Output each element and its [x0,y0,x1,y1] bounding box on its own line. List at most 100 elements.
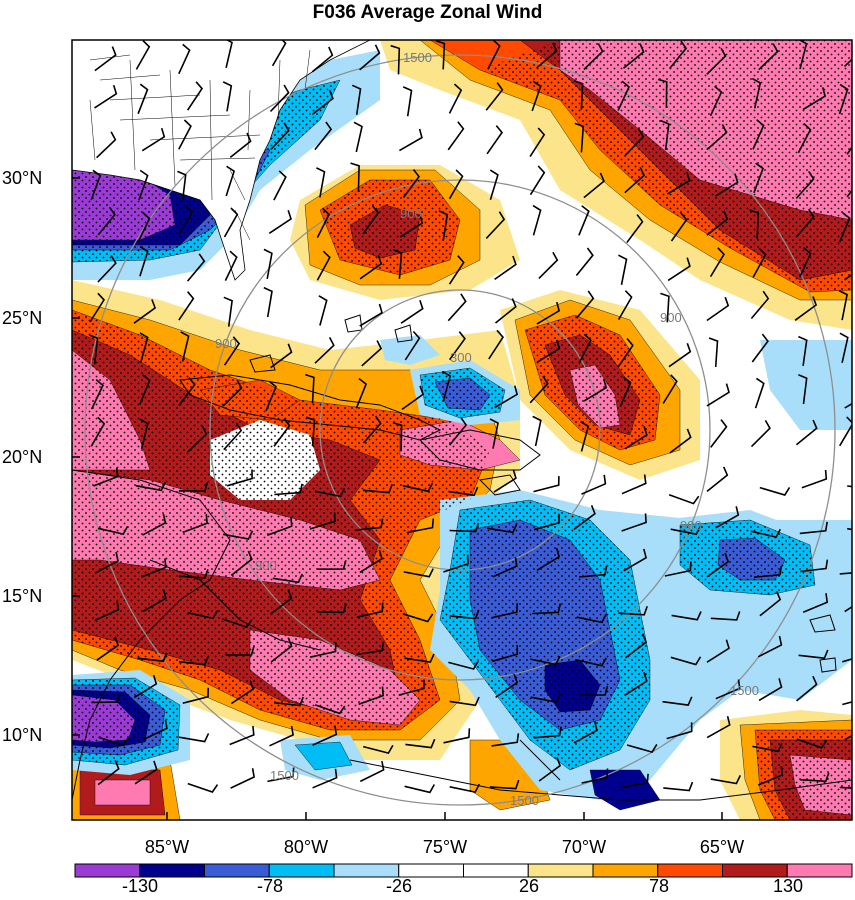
lat-label-25n: 25°N [2,308,42,328]
wind-barb [666,722,693,740]
colorbar-labels: -130 -78 -26 26 78 130 [122,876,803,896]
coastlines [72,314,852,801]
wind-barb [487,523,518,534]
wind-barb [492,645,519,663]
wind-barb [405,738,436,749]
wind-barb [317,560,347,570]
wind-barb [752,742,783,753]
wind-barb [706,639,730,663]
wind-barb [448,486,479,497]
wind-barb [316,250,331,281]
wind-barb [799,521,828,535]
wind-barb [495,673,519,699]
wind-barb [314,704,346,715]
wind-barb [448,331,466,361]
wind-barb [842,701,852,706]
wind-barb [448,169,464,200]
wind-barb [274,483,303,496]
wind-barb [573,721,598,744]
wind-barb [141,558,167,578]
wind-barb [355,377,368,409]
wind-barb [576,657,607,667]
wind-barb [225,40,233,68]
wind-barb [706,47,727,75]
wind-barb [491,733,520,747]
wind-barb [270,589,293,615]
wind-barb [222,379,243,407]
wind-barb [662,696,693,706]
wind-barb [759,486,791,496]
wind-barb [447,293,467,322]
wind-barb [706,124,728,151]
wind-barb [316,167,326,198]
wind-barb [311,89,334,116]
wind-barb [448,417,468,446]
wind-barb [225,646,255,656]
wind-barb [449,696,480,707]
wind-barb [715,679,741,700]
lon-label-65w: 65°W [700,837,744,857]
wind-barb [624,426,648,450]
wind-barb [758,43,779,71]
wind-barb [350,162,360,192]
wind-barb [90,169,102,201]
colorbar [74,863,853,878]
wind-barb [142,513,167,536]
wind-barb [798,40,808,70]
longitude-labels: 85°W 80°W 75°W 70°W 65°W [145,837,744,857]
wind-barb [581,768,609,784]
ring-label-900-sw: 900 [255,558,277,573]
wind-barb [435,40,446,70]
wind-barb [801,469,828,489]
wind-barb [178,119,192,150]
wind-barb [536,339,561,363]
wind-barb [485,211,506,239]
wind-barb [529,165,546,196]
wind-barb [706,552,730,578]
wind-barb [399,214,424,238]
wind-barb [137,212,151,243]
wind-barb [536,301,561,325]
wind-barb [311,46,334,73]
wind-barb [752,247,767,278]
wind-barb [178,482,209,492]
wind-barb [706,466,729,493]
wind-barb [752,119,765,150]
wind-barb [355,518,384,531]
wind-barb [618,254,628,285]
latitude-labels: 30°N 25°N 20°N 15°N 10°N [2,168,42,745]
wind-barb [187,782,219,793]
wind-barb [392,421,403,452]
wind-barb [668,494,700,505]
wind-barb [671,611,702,621]
lat-label-20n: 20°N [2,447,42,467]
lon-label-75w: 75°W [423,837,467,857]
wind-barb [94,84,118,109]
wind-barb [272,573,303,584]
wind-barb [448,255,465,285]
wind-barb [583,378,608,402]
wind-barb [573,505,596,530]
wind-barb [799,772,830,783]
colorbar-label-78: 78 [649,876,669,896]
wind-barb [94,551,119,574]
wind-barb [226,469,253,487]
wind-barb [624,166,646,194]
wind-barb [137,83,149,115]
wind-barb [223,207,239,238]
wind-barb [796,738,828,749]
wind-barb [709,247,725,278]
wind-barb [314,487,346,498]
wind-barb [800,559,829,573]
wind-barb [229,132,252,159]
wind-barb [494,385,519,409]
wind-barb [270,637,293,663]
wind-barb [186,253,206,282]
wind-barb [621,513,647,532]
ring-label-1500-south: 1500 [510,793,539,808]
wind-barb [489,418,499,449]
wind-barb [309,512,336,530]
wind-barb [230,680,255,705]
wind-barb [487,40,501,70]
wind-barb [670,525,702,536]
